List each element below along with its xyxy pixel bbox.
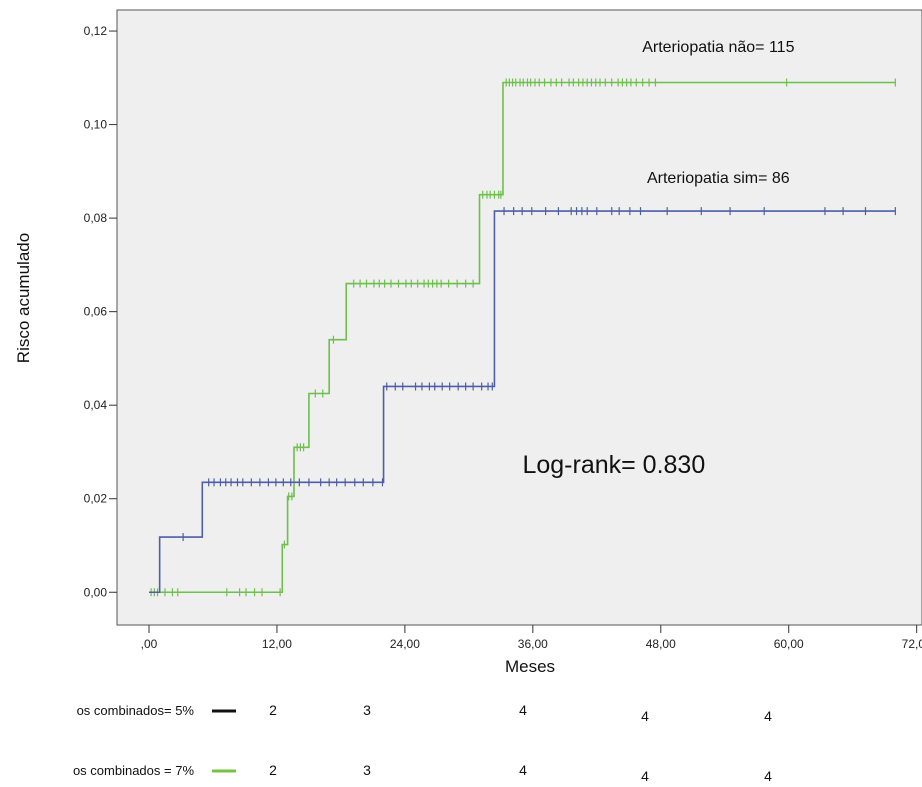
x-tick-label: 36,00	[518, 637, 548, 651]
y-tick-label: 0,00	[84, 585, 108, 599]
log-rank-annotation: Log-rank= 0.830	[522, 451, 705, 479]
series-1	[148, 78, 896, 597]
y-tick-label: 0,06	[84, 305, 108, 319]
risk-row-value: 2	[269, 702, 277, 718]
risk-row-value: 3	[363, 702, 371, 718]
x-tick-label: ,00	[141, 637, 158, 651]
x-tick-label: 60,00	[774, 637, 804, 651]
y-tick-label: 0,02	[84, 492, 108, 506]
x-axis-label: Meses	[505, 657, 555, 676]
series-annotation: Arteriopatia não= 115	[642, 39, 794, 56]
risk-table: os combinados= 5% 2 3 4 4 4os combinados = 7%…	[73, 702, 772, 784]
risk-row-label: os combinados= 5%	[77, 703, 195, 718]
risk-row-value: 2	[269, 762, 277, 778]
risk-row-1: os combinados= 5% 2 3 4 4 4	[77, 702, 773, 724]
risk-row-value: 4	[641, 768, 649, 784]
x-tick-label: 12,00	[262, 637, 292, 651]
risk-row-value: 4	[764, 708, 772, 724]
risk-row-value: 4	[641, 708, 649, 724]
x-tick-label: 72,00	[902, 637, 922, 651]
plot-area	[116, 9, 922, 626]
y-tick-label: 0,08	[84, 211, 108, 225]
y-axis-label: Risco acumulado	[14, 233, 33, 363]
risk-row-value: 4	[519, 762, 527, 778]
series-2	[148, 207, 896, 594]
risk-row-value: 4	[519, 702, 527, 718]
series-line	[148, 210, 896, 594]
series-annotation: Arteriopatia sim= 86	[647, 170, 790, 187]
x-axis: ,00 12,00 24,00 36,00 48,00 60,00 72,00	[141, 625, 922, 651]
risk-row-value: 4	[764, 768, 772, 784]
risk-row-2: os combinados = 7% 2 3 4 4 4	[73, 762, 772, 784]
risk-row-value: 3	[363, 762, 371, 778]
annotation-layer: Arteriopatia não= 115 Arteriopatia sim= 8…	[522, 39, 794, 479]
y-axis: 0,00 0,02 0,04 0,06 0,08 0,10 0,12	[84, 24, 117, 599]
x-tick-label: 48,00	[646, 637, 676, 651]
x-tick-label: 24,00	[390, 637, 420, 651]
series-line	[148, 81, 896, 594]
y-tick-label: 0,12	[84, 24, 108, 38]
y-tick-label: 0,04	[84, 398, 108, 412]
risk-row-label: os combinados = 7%	[73, 763, 194, 778]
y-tick-label: 0,10	[84, 118, 108, 132]
series-layer	[148, 78, 896, 597]
